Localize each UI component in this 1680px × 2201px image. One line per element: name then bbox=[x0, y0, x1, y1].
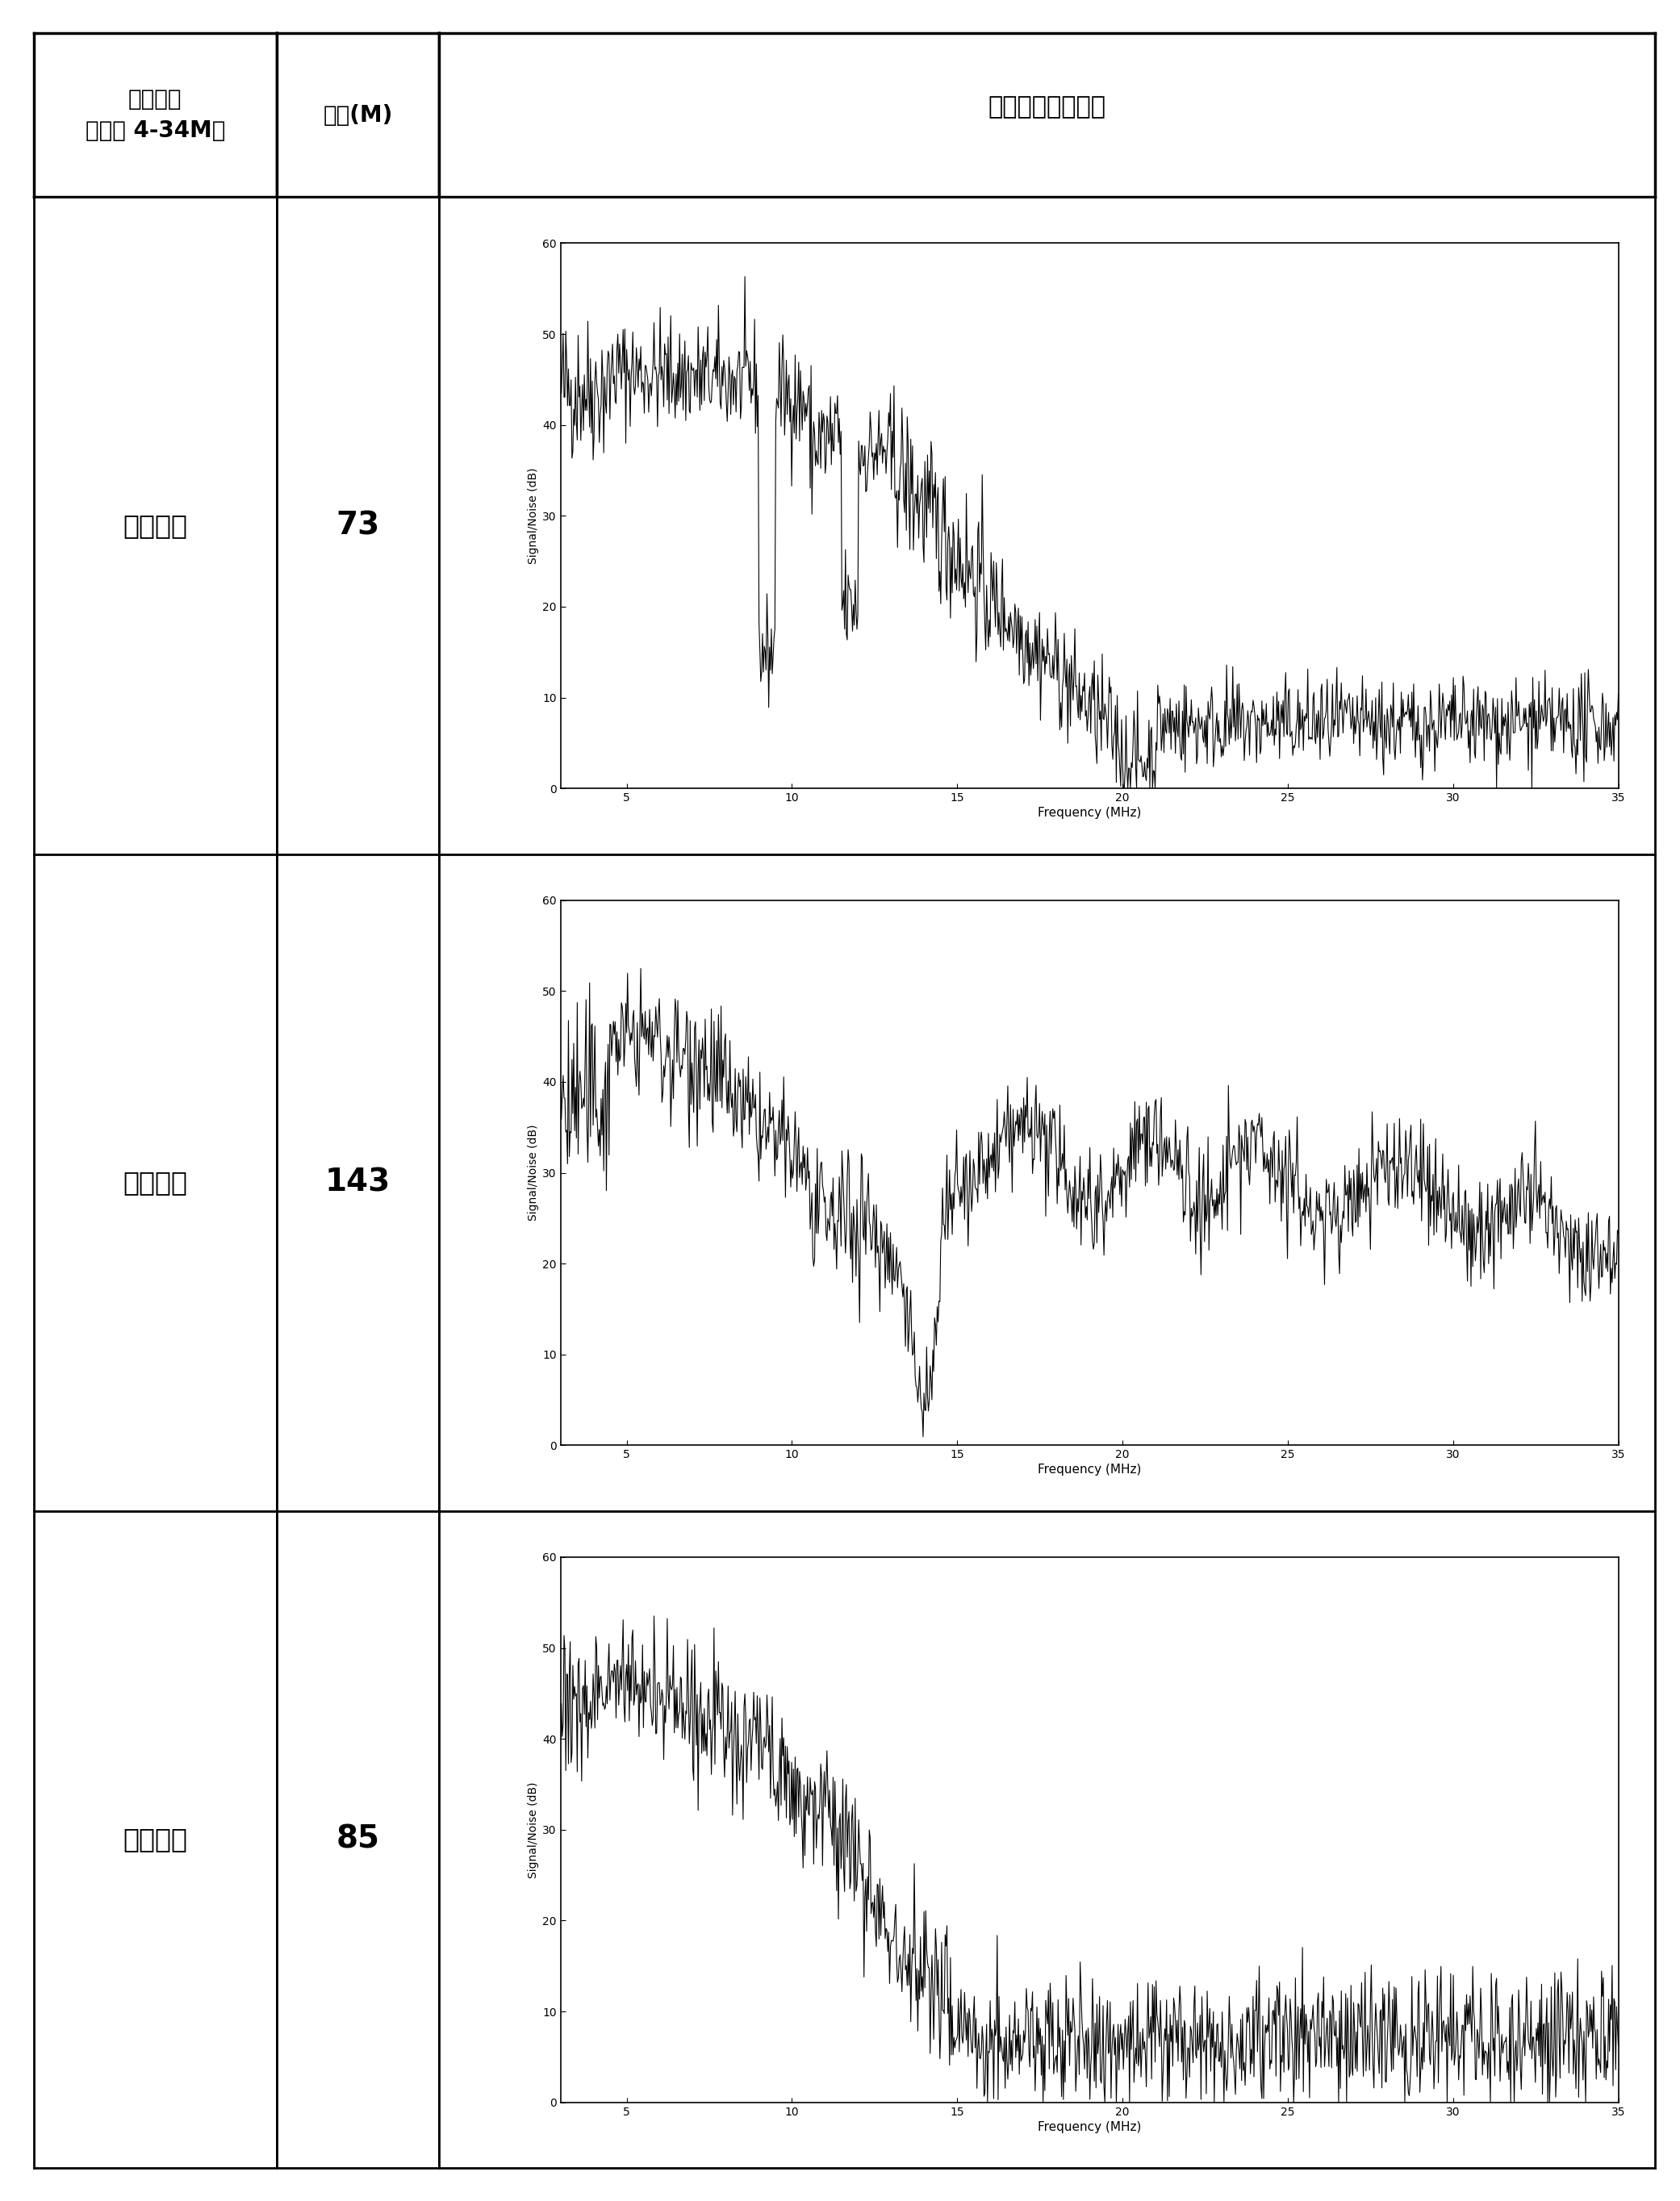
Text: 线路状态
（频段 4-34M）: 线路状态 （频段 4-34M） bbox=[86, 88, 225, 143]
Text: 信噪比（效果图）: 信噪比（效果图） bbox=[988, 95, 1105, 119]
Text: 速率(M): 速率(M) bbox=[323, 103, 393, 125]
Text: 空载状态: 空载状态 bbox=[123, 1169, 188, 1195]
Text: 85: 85 bbox=[336, 1825, 380, 1855]
Text: 73: 73 bbox=[336, 511, 380, 541]
Text: 负载状态: 负载状态 bbox=[123, 1827, 188, 1853]
Text: 停电状态: 停电状态 bbox=[123, 513, 188, 539]
Text: 143: 143 bbox=[324, 1167, 391, 1197]
